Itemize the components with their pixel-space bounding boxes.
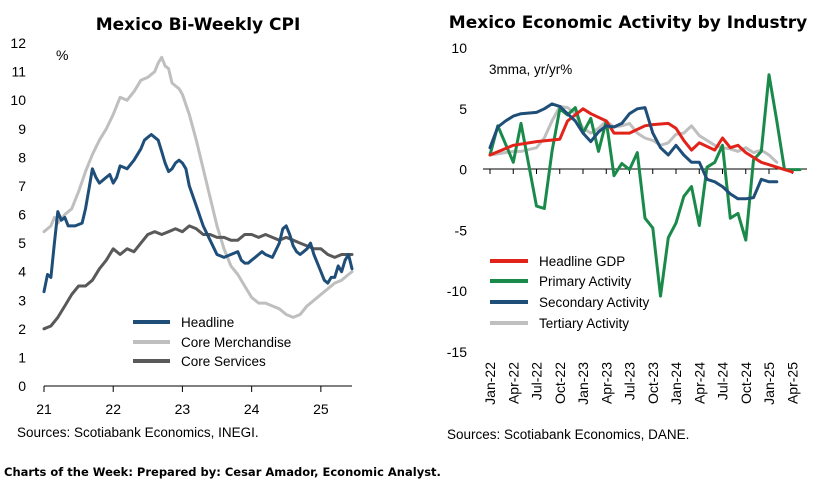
- legend-label-secondary-activity: Secondary Activity: [539, 295, 650, 310]
- activity-chart-title: Mexico Economic Activity by Industry: [449, 13, 807, 33]
- cpi-y-tick-label: 5: [18, 235, 26, 251]
- activity-x-tick-label: Jul-22: [529, 362, 545, 400]
- cpi-chart: Mexico Bi-Weekly CPI % 0123456789101112 …: [10, 15, 354, 440]
- activity-x-tick-label: Jan-22: [482, 362, 498, 405]
- activity-series: [488, 73, 802, 298]
- cpi-y-tick-label: 9: [18, 121, 26, 137]
- cpi-y-tick-label: 8: [18, 149, 26, 165]
- legend-label-core-merchandise: Core Merchandise: [181, 335, 291, 350]
- cpi-ylabel: %: [56, 47, 68, 63]
- activity-annotation: 3mma, yr/yr%: [489, 62, 572, 77]
- activity-series-line-headline-gdp: [488, 107, 794, 174]
- footer-credit: Charts of the Week: Prepared by: Cesar A…: [4, 465, 441, 479]
- cpi-y-tick-label: 11: [11, 64, 26, 80]
- activity-x-tick-label: Jul-24: [715, 362, 731, 400]
- legend-label-primary-activity: Primary Activity: [539, 274, 632, 289]
- activity-x-axis-ticks: Jan-22 Apr-22 Jul-22 Oct-22 Jan-23 Apr-23 Jul-…: [482, 169, 800, 405]
- cpi-series-line-headline: [42, 133, 354, 294]
- activity-source: Sources: Scotiabank Economics, DANE.: [447, 427, 689, 442]
- legend-label-headline-gdp: Headline GDP: [539, 254, 625, 269]
- activity-x-tick-label: Apr-22: [505, 362, 521, 404]
- cpi-source: Sources: Scotiabank Economics, INEGI.: [17, 425, 259, 440]
- activity-x-tick-label: Jul-23: [622, 362, 638, 400]
- cpi-y-tick-label: 3: [18, 292, 26, 308]
- cpi-y-tick-label: 12: [10, 35, 26, 51]
- cpi-y-tick-label: 4: [18, 264, 26, 280]
- cpi-x-tick-label: 25: [313, 401, 329, 417]
- activity-x-tick-label: Apr-23: [598, 362, 614, 404]
- activity-x-tick-label: Oct-24: [738, 362, 754, 404]
- cpi-y-tick-label: 10: [10, 92, 26, 108]
- activity-y-tick-label: -10: [447, 283, 467, 299]
- cpi-x-tick-label: 21: [36, 401, 52, 417]
- activity-y-tick-label: -15: [447, 344, 467, 360]
- activity-x-tick-label: Oct-23: [645, 362, 661, 404]
- activity-x-tick-label: Oct-22: [552, 362, 568, 404]
- cpi-x-tick-label: 24: [244, 401, 260, 417]
- cpi-x-tick-label: 22: [105, 401, 121, 417]
- cpi-legend: Headline Core Merchandise Core Services: [133, 315, 291, 369]
- activity-y-tick-label: -5: [455, 222, 468, 238]
- activity-x-tick-label: Apr-24: [691, 362, 707, 404]
- activity-x-tick-label: Jan-25: [761, 362, 777, 405]
- cpi-y-tick-label: 1: [18, 349, 26, 365]
- activity-y-tick-label: 10: [451, 40, 467, 56]
- cpi-series: [42, 55, 354, 331]
- legend-label-core-services: Core Services: [181, 354, 266, 369]
- legend-label-headline: Headline: [181, 315, 234, 330]
- cpi-x-axis-ticks: 21 22 23 24 25: [36, 386, 329, 417]
- cpi-chart-title: Mexico Bi-Weekly CPI: [96, 15, 301, 35]
- cpi-x-tick-label: 23: [175, 401, 191, 417]
- activity-y-tick-label: 5: [459, 101, 467, 117]
- cpi-series-line-core-services: [42, 224, 354, 331]
- activity-y-tick-label: 0: [459, 162, 467, 178]
- cpi-y-tick-label: 0: [18, 378, 26, 394]
- activity-chart: Mexico Economic Activity by Industry 3mm…: [447, 13, 807, 442]
- activity-x-tick-label: Jan-23: [575, 362, 591, 405]
- activity-legend: Headline GDP Primary Activity Secondary …: [490, 254, 650, 331]
- cpi-series-line-core-merchandise: [42, 55, 354, 319]
- activity-series-line-tertiary-activity: [488, 104, 779, 164]
- activity-series-line-primary-activity: [488, 73, 802, 298]
- cpi-y-tick-label: 6: [18, 207, 26, 223]
- cpi-y-tick-label: 2: [18, 321, 26, 337]
- activity-x-tick-label: Apr-25: [784, 362, 800, 404]
- activity-series-line-secondary-activity: [488, 102, 779, 201]
- cpi-y-tick-label: 7: [18, 178, 26, 194]
- legend-label-tertiary-activity: Tertiary Activity: [539, 316, 629, 331]
- activity-x-tick-label: Jan-24: [668, 362, 684, 405]
- activity-y-axis-ticks: 10 5 0 -5 -10 -15: [447, 40, 467, 360]
